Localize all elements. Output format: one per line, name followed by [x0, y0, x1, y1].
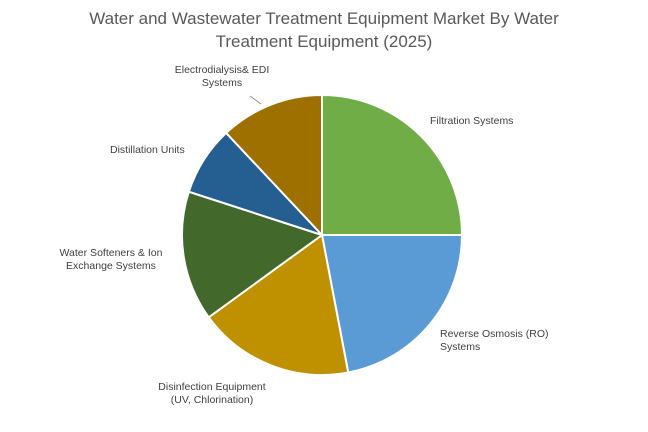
chart-title-line-1: Water and Wastewater Treatment Equipment…: [89, 9, 559, 28]
pie-slice-2: [320, 234, 464, 374]
leader-lines: [249, 95, 262, 105]
slice-label-line: Reverse Osmosis (RO): [440, 328, 549, 340]
slice-label-5: Distillation Units: [110, 144, 185, 156]
slice-label-line: Distillation Units: [110, 144, 185, 156]
pie-slice-1: [321, 93, 464, 236]
slice-label-3: Disinfection Equipment (UV, Chlorination): [158, 381, 265, 406]
leader-line-6: [249, 95, 262, 105]
pie-slice-4: [181, 190, 325, 319]
slice-label-line: Filtration Systems: [430, 115, 513, 127]
pie-slice-3: [207, 233, 350, 376]
pie-slice-6: [224, 93, 323, 238]
slice-label-line: Exchange Systems: [66, 260, 156, 272]
chart-title-line-2: Treatment Equipment (2025): [216, 32, 433, 51]
slice-label-2: Reverse Osmosis (RO) Systems: [440, 328, 549, 353]
pie-slices: [181, 93, 464, 376]
slice-label-line: Disinfection Equipment: [158, 381, 265, 393]
slice-label-line: (UV, Chlorination): [171, 394, 253, 406]
slice-label-line: Systems: [440, 341, 480, 353]
slice-label-line: Water Softeners & Ion: [60, 247, 163, 259]
slice-label-1: Filtration Systems: [430, 115, 513, 127]
chart-title: Water and Wastewater Treatment Equipment…: [89, 9, 559, 51]
slice-label-6: Electrodialysis& EDI Systems: [175, 64, 270, 89]
slice-label-line: Systems: [202, 77, 242, 89]
slice-label-4: Water Softeners & Ion Exchange Systems: [60, 247, 163, 272]
slice-label-line: Electrodialysis& EDI: [175, 64, 270, 76]
